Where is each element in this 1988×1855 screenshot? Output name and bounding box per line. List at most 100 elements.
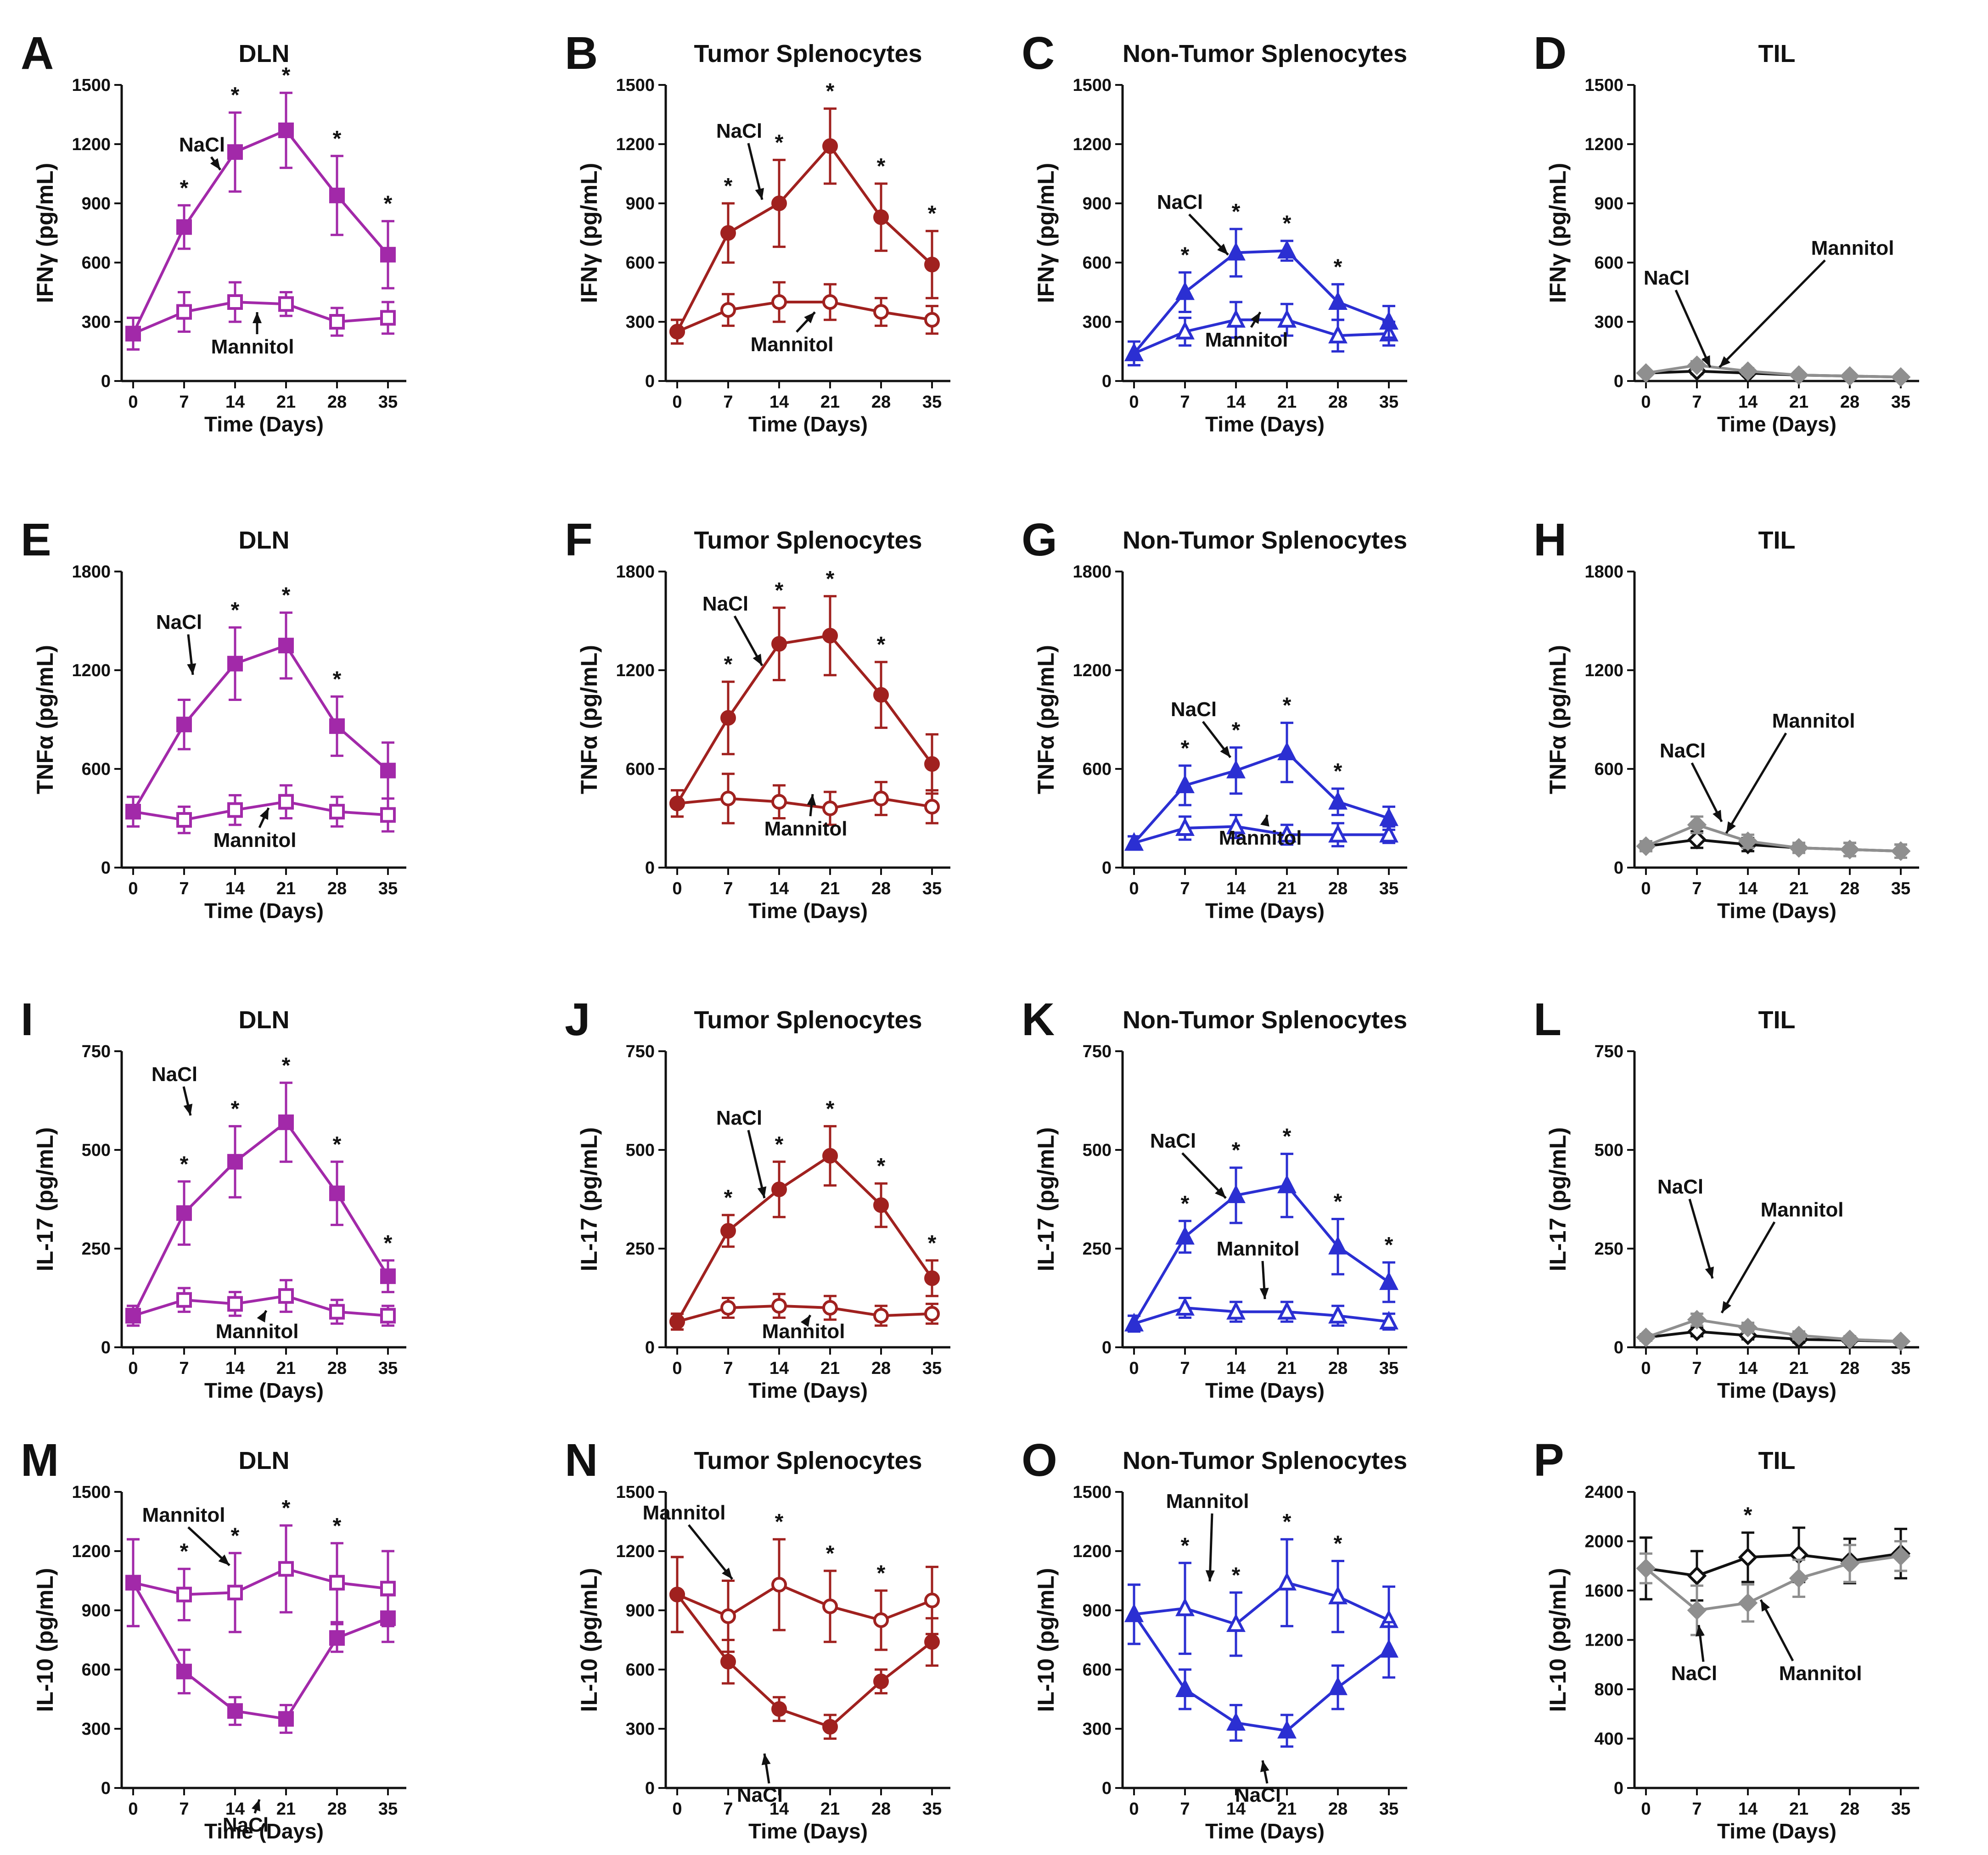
nacl-point	[1687, 815, 1707, 835]
y-tick-label: 1200	[1584, 661, 1623, 680]
x-tick-label: 28	[1328, 879, 1348, 898]
x-tick-label: 21	[820, 1799, 840, 1819]
x-tick-label: 28	[1840, 1359, 1859, 1378]
x-tick-label: 28	[1840, 1799, 1859, 1819]
nacl-point	[1124, 1312, 1144, 1332]
significance-star: *	[877, 154, 886, 179]
x-tick-label: 35	[922, 392, 942, 412]
nacl-line	[132, 644, 389, 813]
y-axis-label: IL-17 (pg/mL)	[576, 1127, 602, 1272]
x-tick-label: 7	[723, 1799, 733, 1819]
mannitol-point	[227, 802, 243, 818]
x-axis-label: Time (Days)	[1717, 1819, 1836, 1843]
mannitol-point	[227, 1296, 243, 1312]
x-tick-label: 21	[820, 392, 840, 412]
mannitol-line	[677, 797, 932, 810]
x-tick-label: 7	[1692, 1359, 1702, 1378]
mannitol-arrow-head	[1205, 1570, 1215, 1581]
x-axis-label: Time (Days)	[1717, 899, 1836, 923]
y-tick-label: 0	[1102, 1338, 1112, 1357]
nacl-point	[329, 1185, 345, 1201]
x-tick-label: 0	[672, 879, 682, 898]
x-tick-label: 21	[276, 1799, 296, 1819]
nacl-point	[125, 325, 141, 342]
nacl-point	[1738, 361, 1758, 381]
x-tick-label: 0	[128, 879, 138, 898]
nacl-point	[669, 1314, 685, 1330]
mannitol-point	[924, 312, 940, 328]
mannitol-arrow-head	[1259, 1288, 1269, 1299]
y-tick-label: 1200	[72, 135, 111, 154]
y-tick-label: 900	[626, 194, 655, 213]
nacl-point	[1789, 1568, 1809, 1588]
x-tick-label: 21	[1789, 1359, 1808, 1378]
mannitol-annotation: Mannitol	[1205, 329, 1288, 351]
nacl-point	[1379, 311, 1398, 330]
nacl-point	[125, 804, 141, 820]
y-tick-label: 1500	[1584, 76, 1623, 95]
mannitol-line	[1133, 318, 1389, 355]
panel-letter: B	[565, 28, 598, 79]
y-tick-label: 0	[101, 858, 111, 878]
panel-I: 0 250 500 750 0 7 14 21 28 35 I DLN Time (Days) IL-17…	[21, 994, 406, 1402]
y-tick-label: 1500	[72, 1483, 111, 1502]
panel-A: 0 300 600 900 1200 1500 0 7 14 21 28 35 A DLN Time (Da…	[21, 28, 406, 436]
mannitol-point	[1277, 309, 1297, 328]
x-tick-label: 35	[378, 879, 398, 898]
mannitol-arrow-line	[1759, 1599, 1794, 1662]
x-tick-label: 28	[327, 879, 347, 898]
x-tick-label: 28	[327, 1359, 347, 1378]
panel-title: TIL	[1758, 1006, 1796, 1034]
nacl-point	[822, 138, 838, 154]
nacl-line	[132, 1582, 389, 1720]
x-axis-label: Time (Days)	[1205, 412, 1325, 436]
y-tick-label: 1500	[616, 76, 655, 95]
mannitol-point	[1226, 1613, 1246, 1632]
x-tick-label: 7	[1692, 1799, 1702, 1819]
panel-H: 0 600 1200 1800 0 7 14 21 28 35 H TIL Time (Days) TNF…	[1533, 514, 1919, 923]
nacl-point	[1277, 1174, 1297, 1194]
mannitol-point	[771, 794, 787, 810]
x-axis-label: Time (Days)	[204, 412, 324, 436]
significance-star: *	[928, 1231, 937, 1255]
nacl-point	[1840, 840, 1860, 859]
nacl-point	[1175, 1226, 1195, 1245]
x-tick-label: 7	[179, 1799, 189, 1819]
panel-letter: A	[21, 28, 54, 79]
panel-E: 0 600 1200 1800 0 7 14 21 28 35 E DLN Time (Days) TNF…	[21, 514, 406, 923]
nacl-point	[1840, 1329, 1860, 1350]
y-tick-label: 800	[1595, 1680, 1623, 1699]
y-tick-label: 1200	[1073, 661, 1112, 680]
significance-star: *	[231, 1097, 240, 1121]
y-tick-label: 600	[82, 1660, 111, 1680]
y-tick-label: 1800	[616, 562, 655, 582]
x-tick-label: 0	[128, 1799, 138, 1819]
mannitol-line	[1134, 1306, 1389, 1325]
x-tick-label: 21	[1789, 392, 1808, 412]
panel-title: DLN	[239, 1006, 290, 1034]
x-tick-label: 14	[1226, 392, 1246, 412]
y-tick-label: 1600	[1584, 1581, 1623, 1601]
y-tick-label: 500	[82, 1141, 111, 1160]
mannitol-arrow-head	[804, 312, 815, 324]
x-tick-label: 21	[1789, 879, 1808, 898]
x-tick-label: 35	[1379, 1799, 1398, 1819]
panel-B: 0 300 600 900 1200 1500 0 7 14 21 28 35 B Tumor Splen…	[565, 28, 950, 436]
y-tick-label: 750	[82, 1042, 111, 1061]
nacl-point	[329, 187, 345, 203]
y-tick-label: 0	[1614, 858, 1623, 878]
significance-star: *	[826, 1541, 835, 1566]
x-tick-label: 14	[225, 392, 245, 412]
x-tick-label: 35	[1891, 879, 1910, 898]
nacl-point	[873, 209, 889, 225]
mannitol-point	[380, 310, 396, 326]
x-tick-label: 14	[1226, 1799, 1246, 1819]
significance-star: *	[724, 652, 733, 677]
nacl-point	[720, 1223, 736, 1239]
y-tick-label: 0	[101, 1779, 111, 1798]
significance-star: *	[231, 83, 240, 107]
x-tick-label: 14	[769, 1359, 789, 1378]
mannitol-point	[873, 1308, 889, 1324]
y-tick-label: 0	[1102, 1779, 1112, 1798]
mannitol-point	[771, 294, 787, 310]
